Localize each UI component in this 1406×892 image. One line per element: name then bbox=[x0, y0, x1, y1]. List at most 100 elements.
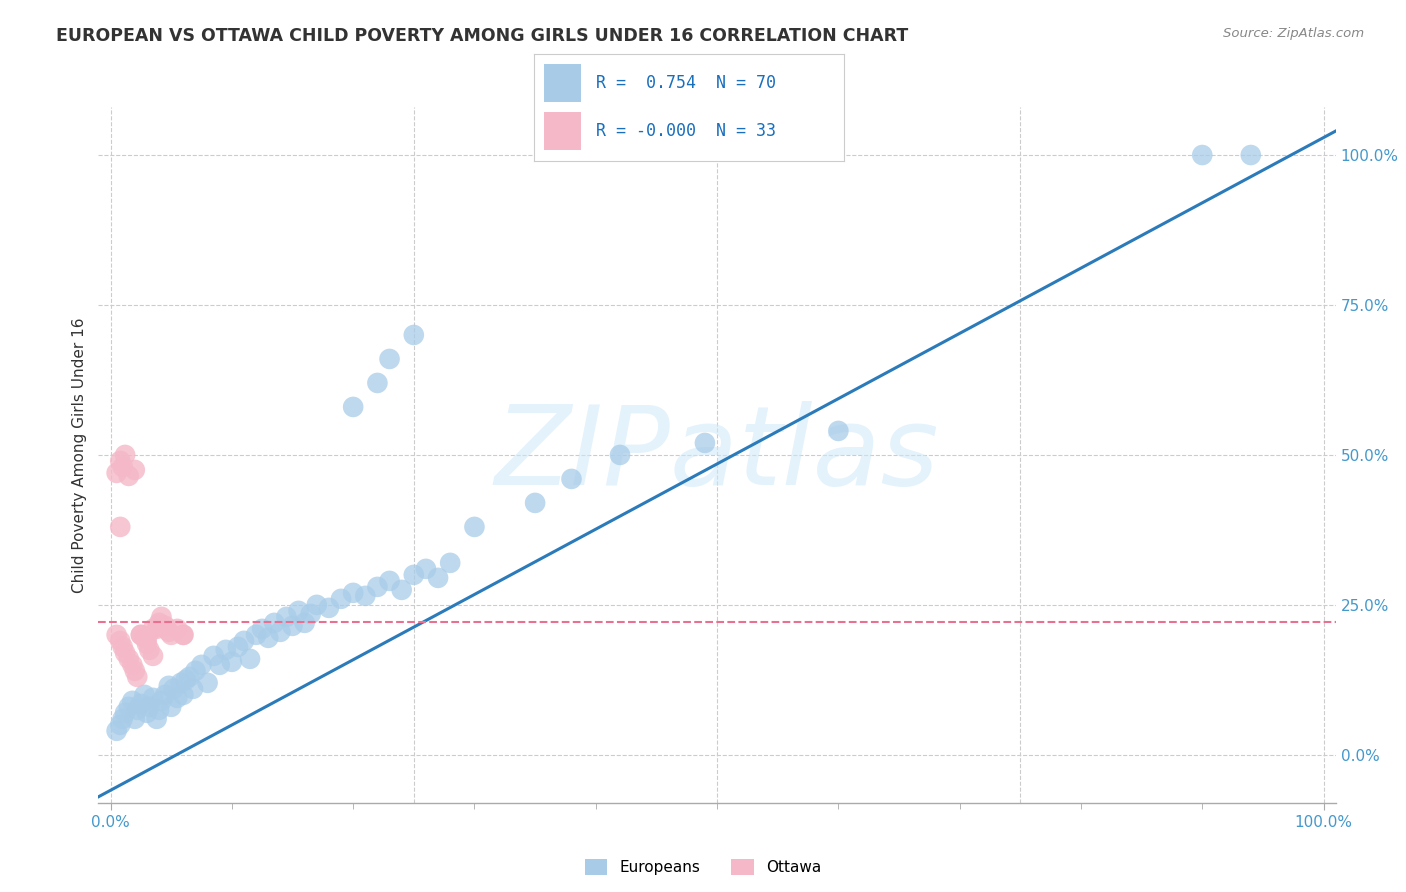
Point bbox=[148, 703, 170, 717]
Point bbox=[172, 628, 194, 642]
Point bbox=[245, 628, 267, 642]
Point bbox=[142, 622, 165, 636]
Point bbox=[114, 646, 136, 660]
Point bbox=[439, 556, 461, 570]
Point bbox=[1240, 148, 1263, 162]
Point bbox=[250, 622, 273, 636]
Point bbox=[148, 619, 170, 633]
Point bbox=[134, 631, 156, 645]
Point bbox=[124, 712, 146, 726]
Point bbox=[110, 633, 132, 648]
Point bbox=[111, 640, 134, 654]
Point bbox=[142, 648, 165, 663]
Bar bbox=[544, 112, 581, 150]
Point bbox=[172, 688, 194, 702]
Point bbox=[136, 637, 159, 651]
Point bbox=[197, 676, 219, 690]
Point bbox=[281, 619, 304, 633]
Point bbox=[166, 622, 188, 636]
Point bbox=[127, 703, 149, 717]
Point bbox=[157, 679, 180, 693]
Point bbox=[121, 694, 143, 708]
Point bbox=[366, 580, 388, 594]
Point bbox=[609, 448, 631, 462]
Point bbox=[105, 723, 128, 738]
Point bbox=[299, 607, 322, 621]
Point bbox=[179, 670, 201, 684]
Text: ZIPatlas: ZIPatlas bbox=[495, 401, 939, 508]
Point bbox=[184, 664, 207, 678]
Point bbox=[208, 657, 231, 672]
Point bbox=[342, 586, 364, 600]
Point bbox=[138, 643, 160, 657]
Point bbox=[105, 628, 128, 642]
Point bbox=[524, 496, 547, 510]
Point bbox=[136, 631, 159, 645]
Point bbox=[354, 589, 377, 603]
Point bbox=[318, 600, 340, 615]
Point bbox=[110, 520, 132, 534]
Point bbox=[170, 676, 193, 690]
Text: EUROPEAN VS OTTAWA CHILD POVERTY AMONG GIRLS UNDER 16 CORRELATION CHART: EUROPEAN VS OTTAWA CHILD POVERTY AMONG G… bbox=[56, 27, 908, 45]
Point bbox=[693, 436, 716, 450]
Point bbox=[148, 615, 170, 630]
Point bbox=[402, 567, 425, 582]
Point bbox=[305, 598, 328, 612]
Point bbox=[366, 376, 388, 390]
Point bbox=[269, 624, 291, 639]
Point bbox=[145, 712, 167, 726]
Point bbox=[105, 466, 128, 480]
Legend: Europeans, Ottawa: Europeans, Ottawa bbox=[585, 860, 821, 875]
Point bbox=[342, 400, 364, 414]
Point bbox=[427, 571, 450, 585]
Point bbox=[157, 624, 180, 639]
Point bbox=[114, 448, 136, 462]
Point bbox=[111, 712, 134, 726]
Point bbox=[402, 328, 425, 343]
Point bbox=[463, 520, 485, 534]
Y-axis label: Child Poverty Among Girls Under 16: Child Poverty Among Girls Under 16 bbox=[72, 318, 87, 592]
Point bbox=[263, 615, 285, 630]
Point bbox=[181, 681, 204, 696]
Point bbox=[110, 718, 132, 732]
Point bbox=[138, 699, 160, 714]
Point bbox=[127, 670, 149, 684]
Point bbox=[202, 648, 225, 663]
Point bbox=[215, 643, 238, 657]
Text: R = -0.000  N = 33: R = -0.000 N = 33 bbox=[596, 122, 776, 140]
Point bbox=[153, 688, 176, 702]
Text: Source: ZipAtlas.com: Source: ZipAtlas.com bbox=[1223, 27, 1364, 40]
Point bbox=[129, 628, 152, 642]
Bar bbox=[544, 64, 581, 102]
Point bbox=[129, 628, 152, 642]
Point bbox=[827, 424, 849, 438]
Point bbox=[110, 454, 132, 468]
Point bbox=[160, 628, 183, 642]
Point bbox=[111, 459, 134, 474]
Point bbox=[118, 469, 141, 483]
Point bbox=[330, 591, 353, 606]
Point bbox=[150, 694, 173, 708]
Point bbox=[160, 699, 183, 714]
Point bbox=[145, 622, 167, 636]
Point bbox=[121, 657, 143, 672]
Point bbox=[142, 690, 165, 705]
Point bbox=[129, 697, 152, 711]
Point bbox=[415, 562, 437, 576]
Point bbox=[560, 472, 582, 486]
Point bbox=[166, 690, 188, 705]
Point bbox=[174, 673, 197, 687]
Point bbox=[257, 631, 280, 645]
Point bbox=[118, 652, 141, 666]
Point bbox=[162, 681, 184, 696]
Point bbox=[221, 655, 243, 669]
Point bbox=[276, 610, 298, 624]
Point bbox=[136, 706, 159, 720]
Point bbox=[124, 664, 146, 678]
Point bbox=[153, 619, 176, 633]
Point bbox=[124, 463, 146, 477]
Point bbox=[114, 706, 136, 720]
Point bbox=[1191, 148, 1213, 162]
Point bbox=[233, 633, 256, 648]
Point bbox=[294, 615, 316, 630]
